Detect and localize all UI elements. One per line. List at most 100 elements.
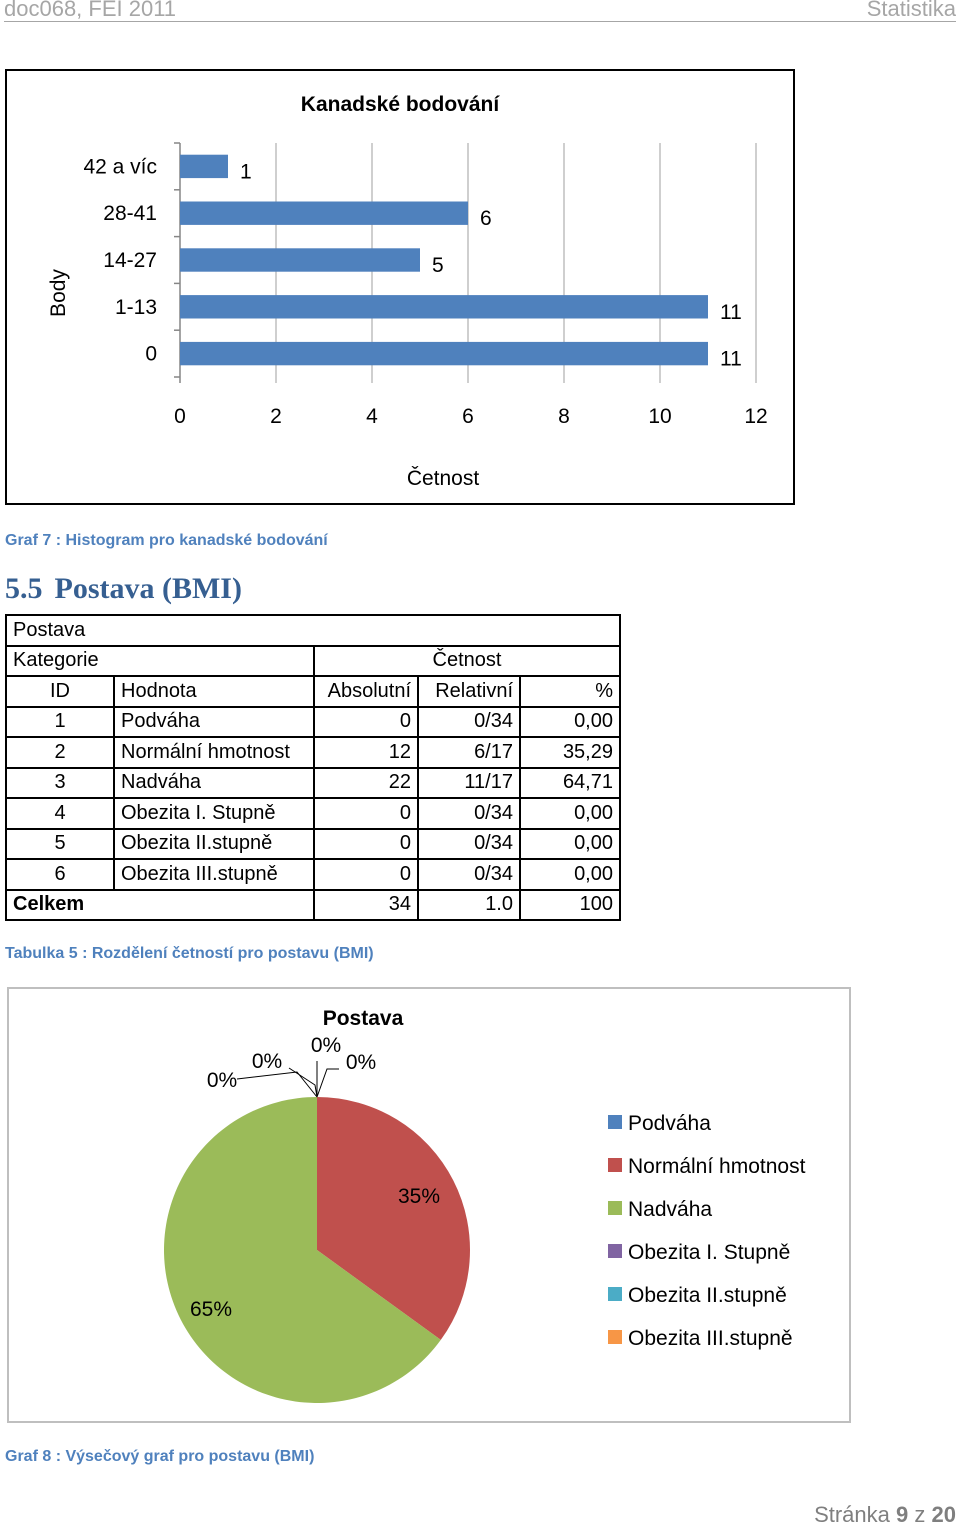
histogram-svg: Kanadské bodování 42 a víc 1 28-41 6 14-27 5 1-… [47, 93, 768, 490]
legend-label: Podváha [628, 1112, 711, 1135]
cell-absolute: 0 [313, 827, 419, 860]
pie-data-label: 0% [207, 1069, 237, 1092]
cell-value: Obezita III.stupně [113, 858, 315, 891]
table-row: 1 Podváha 0 0/34 0,00 [5, 705, 621, 738]
data-label: 5 [432, 254, 444, 277]
column-header: Relativní [417, 675, 521, 708]
legend-label: Nadváha [628, 1198, 712, 1221]
cell-percent: 64,71 [519, 766, 621, 799]
x-tick-label: 12 [744, 405, 767, 428]
histogram-caption: Graf 7 : Histogram pro kanadské bodování [5, 532, 328, 549]
leader-line [316, 1068, 339, 1098]
legend-label: Obezita III.stupně [628, 1327, 793, 1350]
y-tick-label: 42 a víc [83, 155, 157, 178]
pie-data-label: 35% [398, 1185, 440, 1208]
legend-swatch [608, 1201, 622, 1215]
header-subject: Statistika [866, 0, 956, 21]
footer-sep: z [914, 1502, 926, 1527]
data-label: 6 [480, 207, 492, 230]
cell-id: 1 [5, 705, 115, 738]
cell-value: Obezita II.stupně [113, 827, 315, 860]
cell-value: Nadváha [113, 766, 315, 799]
x-tick-label: 2 [270, 405, 282, 428]
bar [180, 154, 228, 179]
cell-value: Podváha [113, 705, 315, 738]
table-row: 6 Obezita III.stupně 0 0/34 0,00 [5, 858, 621, 891]
page-footer: Stránka 9 z 20 [814, 1502, 956, 1528]
table-header-row: ID Hodnota Absolutní Relativní % [5, 675, 621, 708]
x-tick-label: 8 [558, 405, 570, 428]
pie-data-label: 0% [311, 1034, 341, 1057]
cell-relative: 0/34 [417, 797, 521, 830]
total-label: Celkem [5, 888, 315, 921]
pie-caption: Graf 8 : Výsečový graf pro postavu (BMI) [5, 1448, 315, 1465]
data-label: 11 [720, 301, 742, 324]
footer-prefix: Stránka [814, 1502, 890, 1527]
cell-id: 2 [5, 736, 115, 769]
header-divider [4, 21, 956, 22]
cell-relative: 0/34 [417, 827, 521, 860]
leader-line [288, 1067, 318, 1098]
cell-percent: 0,00 [519, 858, 621, 891]
cell-absolute: 0 [313, 858, 419, 891]
chart-title: Kanadské bodování [301, 93, 501, 116]
cell-id: 6 [5, 858, 115, 891]
table-row: 5 Obezita II.stupně 0 0/34 0,00 [5, 827, 621, 860]
table-group-header-row: Kategorie Četnost [5, 644, 621, 677]
x-axis-title: Četnost [407, 467, 480, 490]
total-relative: 1.0 [417, 888, 521, 921]
pie-chart: Postava 0% 0% 0% 0% 35% 65% Podváha Normální hmo… [7, 987, 851, 1423]
data-label: 1 [240, 160, 252, 183]
section-title: 5.5 Postava (BMI) [5, 572, 242, 606]
y-tick-label: 0 [145, 343, 157, 366]
legend-swatch [608, 1244, 622, 1258]
bar [180, 201, 468, 225]
table-total-row: Celkem 34 1.0 100 [5, 888, 621, 921]
column-header: Absolutní [313, 675, 419, 708]
bmi-frequency-table: Postava Kategorie Četnost ID Hodnota Abs… [5, 614, 621, 921]
y-tick-label: 28-41 [103, 202, 157, 225]
x-tick-label: 10 [648, 405, 671, 428]
column-header: Hodnota [113, 675, 315, 708]
table-row: 2 Normální hmotnost 12 6/17 35,29 [5, 736, 621, 769]
legend-label: Normální hmotnost [628, 1155, 806, 1178]
column-header: % [519, 675, 621, 708]
footer-total: 20 [931, 1502, 956, 1527]
bar [180, 248, 420, 272]
legend-swatch [608, 1115, 622, 1129]
total-absolute: 34 [313, 888, 419, 921]
data-label: 11 [720, 348, 742, 371]
table-title: Postava [5, 614, 621, 647]
cell-absolute: 12 [313, 736, 419, 769]
table-caption: Tabulka 5 : Rozdělení četností pro posta… [5, 945, 374, 962]
table-title-row: Postava [5, 614, 621, 647]
legend-label: Obezita II.stupně [628, 1284, 787, 1307]
cell-relative: 6/17 [417, 736, 521, 769]
x-tick-label: 6 [462, 405, 474, 428]
table-row: 3 Nadváha 22 11/17 64,71 [5, 766, 621, 799]
header-doc-id: doc068, FEI 2011 [4, 0, 177, 21]
section-number: 5.5 [5, 572, 43, 605]
pie-data-label: 65% [190, 1298, 232, 1321]
cell-absolute: 0 [313, 705, 419, 738]
pie-slice [317, 1097, 471, 1340]
cell-relative: 11/17 [417, 766, 521, 799]
legend-swatch [608, 1330, 622, 1344]
table-row: 4 Obezita I. Stupně 0 0/34 0,00 [5, 797, 621, 830]
cell-id: 4 [5, 797, 115, 830]
y-tick-label: 14-27 [103, 249, 157, 272]
bar [180, 295, 708, 319]
legend-label: Obezita I. Stupně [628, 1241, 790, 1264]
y-tick-label: 1-13 [115, 296, 157, 319]
cell-percent: 0,00 [519, 827, 621, 860]
pie-data-label: 0% [252, 1050, 282, 1073]
cell-relative: 0/34 [417, 705, 521, 738]
cell-percent: 35,29 [519, 736, 621, 769]
cell-value: Normální hmotnost [113, 736, 315, 769]
section-name: Postava (BMI) [54, 572, 242, 605]
total-percent: 100 [519, 888, 621, 921]
y-axis-title: Body [47, 269, 70, 317]
footer-page: 9 [896, 1502, 909, 1527]
leader-line [236, 1071, 318, 1098]
